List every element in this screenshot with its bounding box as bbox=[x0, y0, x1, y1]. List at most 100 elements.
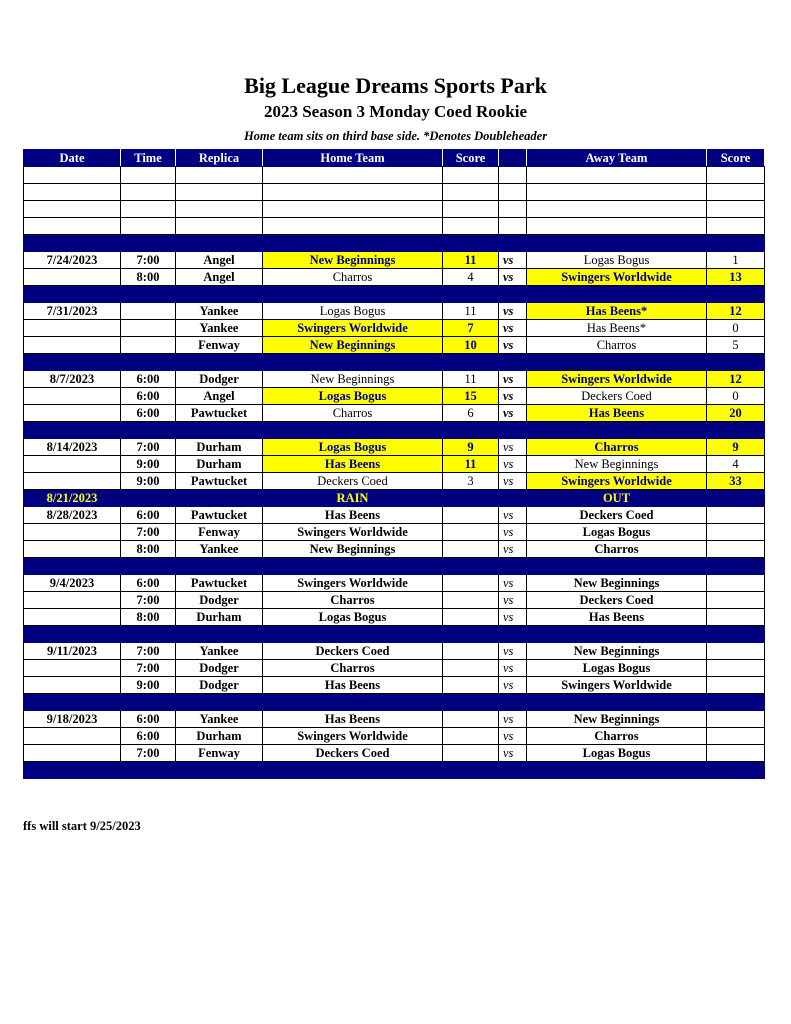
game-row: 7/24/2023 7:00 Angel New Beginnings 11 v… bbox=[23, 251, 765, 269]
separator-row bbox=[23, 421, 765, 439]
cell-date: 7/31/2023 bbox=[23, 302, 121, 320]
cell-away-score bbox=[706, 506, 765, 524]
cell-replica bbox=[175, 200, 263, 218]
cell-away-score bbox=[706, 421, 765, 439]
cell-replica bbox=[175, 353, 263, 371]
separator-row bbox=[23, 353, 765, 371]
cell-replica: Fenway bbox=[175, 523, 263, 541]
cell-away-score: 9 bbox=[706, 438, 765, 456]
cell-away-score bbox=[706, 285, 765, 303]
cell-away-team bbox=[526, 285, 707, 303]
cell-time: 6:00 bbox=[120, 387, 176, 405]
cell-date bbox=[23, 540, 121, 558]
cell-replica: Angel bbox=[175, 387, 263, 405]
cell-date: 8/21/2023 bbox=[23, 489, 121, 507]
cell-home-team bbox=[262, 183, 443, 201]
header-away-score: Score bbox=[706, 149, 765, 167]
cell-time bbox=[120, 217, 176, 235]
cell-replica bbox=[175, 183, 263, 201]
cell-home-team bbox=[262, 166, 443, 184]
cell-date bbox=[23, 319, 121, 337]
cell-date: 8/7/2023 bbox=[23, 370, 121, 388]
cell-date: 7/24/2023 bbox=[23, 251, 121, 269]
game-row: 8:00 Angel Charros 4 vs Swingers Worldwi… bbox=[23, 268, 765, 286]
cell-away-team: Logas Bogus bbox=[526, 251, 707, 269]
game-row: 6:00 Angel Logas Bogus 15 vs Deckers Coe… bbox=[23, 387, 765, 405]
cell-time bbox=[120, 285, 176, 303]
header-away-team: Away Team bbox=[526, 149, 707, 167]
cell-time: 8:00 bbox=[120, 608, 176, 626]
cell-away-score: 20 bbox=[706, 404, 765, 422]
cell-away-team: Deckers Coed bbox=[526, 506, 707, 524]
cell-time bbox=[120, 183, 176, 201]
cell-time: 6:00 bbox=[120, 370, 176, 388]
cell-away-team: Logas Bogus bbox=[526, 744, 707, 762]
cell-away-score bbox=[706, 523, 765, 541]
cell-vs: vs bbox=[498, 591, 527, 609]
cell-vs: vs bbox=[498, 302, 527, 320]
cell-away-score bbox=[706, 676, 765, 694]
cell-home-score bbox=[442, 166, 499, 184]
cell-vs bbox=[498, 557, 527, 575]
cell-date: 9/11/2023 bbox=[23, 642, 121, 660]
cell-away-team bbox=[526, 625, 707, 643]
cell-away-score: 4 bbox=[706, 455, 765, 473]
cell-replica: Pawtucket bbox=[175, 574, 263, 592]
cell-vs: vs bbox=[498, 404, 527, 422]
separator-row bbox=[23, 625, 765, 643]
cell-away-team: Has Beens bbox=[526, 608, 707, 626]
blank-row bbox=[23, 217, 765, 235]
cell-home-score bbox=[442, 591, 499, 609]
game-row: 6:00 Pawtucket Charros 6 vs Has Beens 20 bbox=[23, 404, 765, 422]
cell-home-score bbox=[442, 523, 499, 541]
game-row: 9:00 Durham Has Beens 11 vs New Beginnin… bbox=[23, 455, 765, 473]
game-row: 7:00 Dodger Charros vs Logas Bogus bbox=[23, 659, 765, 677]
cell-home-score bbox=[442, 642, 499, 660]
cell-date bbox=[23, 676, 121, 694]
separator-row bbox=[23, 557, 765, 575]
cell-vs bbox=[498, 421, 527, 439]
cell-time bbox=[120, 200, 176, 218]
game-row: 7:00 Fenway Deckers Coed vs Logas Bogus bbox=[23, 744, 765, 762]
cell-home-team bbox=[262, 234, 443, 252]
cell-away-score: 13 bbox=[706, 268, 765, 286]
cell-date bbox=[23, 625, 121, 643]
cell-date bbox=[23, 727, 121, 745]
cell-vs bbox=[498, 353, 527, 371]
cell-away-score: 33 bbox=[706, 472, 765, 490]
cell-replica: Yankee bbox=[175, 710, 263, 728]
cell-replica: Pawtucket bbox=[175, 472, 263, 490]
rainout-row: 8/21/2023 RAIN OUT bbox=[23, 489, 765, 507]
cell-home-team: Swingers Worldwide bbox=[262, 523, 443, 541]
game-row: 7/31/2023 Yankee Logas Bogus 11 vs Has B… bbox=[23, 302, 765, 320]
cell-away-score bbox=[706, 353, 765, 371]
cell-home-team: Logas Bogus bbox=[262, 438, 443, 456]
cell-away-team: Logas Bogus bbox=[526, 523, 707, 541]
cell-home-score: 4 bbox=[442, 268, 499, 286]
cell-replica: Dodger bbox=[175, 659, 263, 677]
footer-note: ffs will start 9/25/2023 bbox=[23, 819, 141, 833]
cell-home-team: New Beginnings bbox=[262, 540, 443, 558]
cell-home-team: Has Beens bbox=[262, 676, 443, 694]
cell-away-team bbox=[526, 166, 707, 184]
cell-date: 9/4/2023 bbox=[23, 574, 121, 592]
cell-vs: vs bbox=[498, 608, 527, 626]
cell-away-team: Has Beens* bbox=[526, 302, 707, 320]
cell-home-score bbox=[442, 217, 499, 235]
cell-home-team: Has Beens bbox=[262, 506, 443, 524]
cell-date bbox=[23, 387, 121, 405]
cell-home-score bbox=[442, 659, 499, 677]
cell-home-score: 11 bbox=[442, 251, 499, 269]
header-date: Date bbox=[23, 149, 121, 167]
cell-vs: vs bbox=[498, 506, 527, 524]
cell-home-team: New Beginnings bbox=[262, 370, 443, 388]
cell-home-team bbox=[262, 200, 443, 218]
cell-vs: vs bbox=[498, 370, 527, 388]
cell-time bbox=[120, 421, 176, 439]
cell-away-team: OUT bbox=[526, 489, 707, 507]
cell-home-score bbox=[442, 421, 499, 439]
cell-home-score bbox=[442, 625, 499, 643]
cell-away-team: Swingers Worldwide bbox=[526, 472, 707, 490]
cell-away-score: 1 bbox=[706, 251, 765, 269]
header-replica: Replica bbox=[175, 149, 263, 167]
